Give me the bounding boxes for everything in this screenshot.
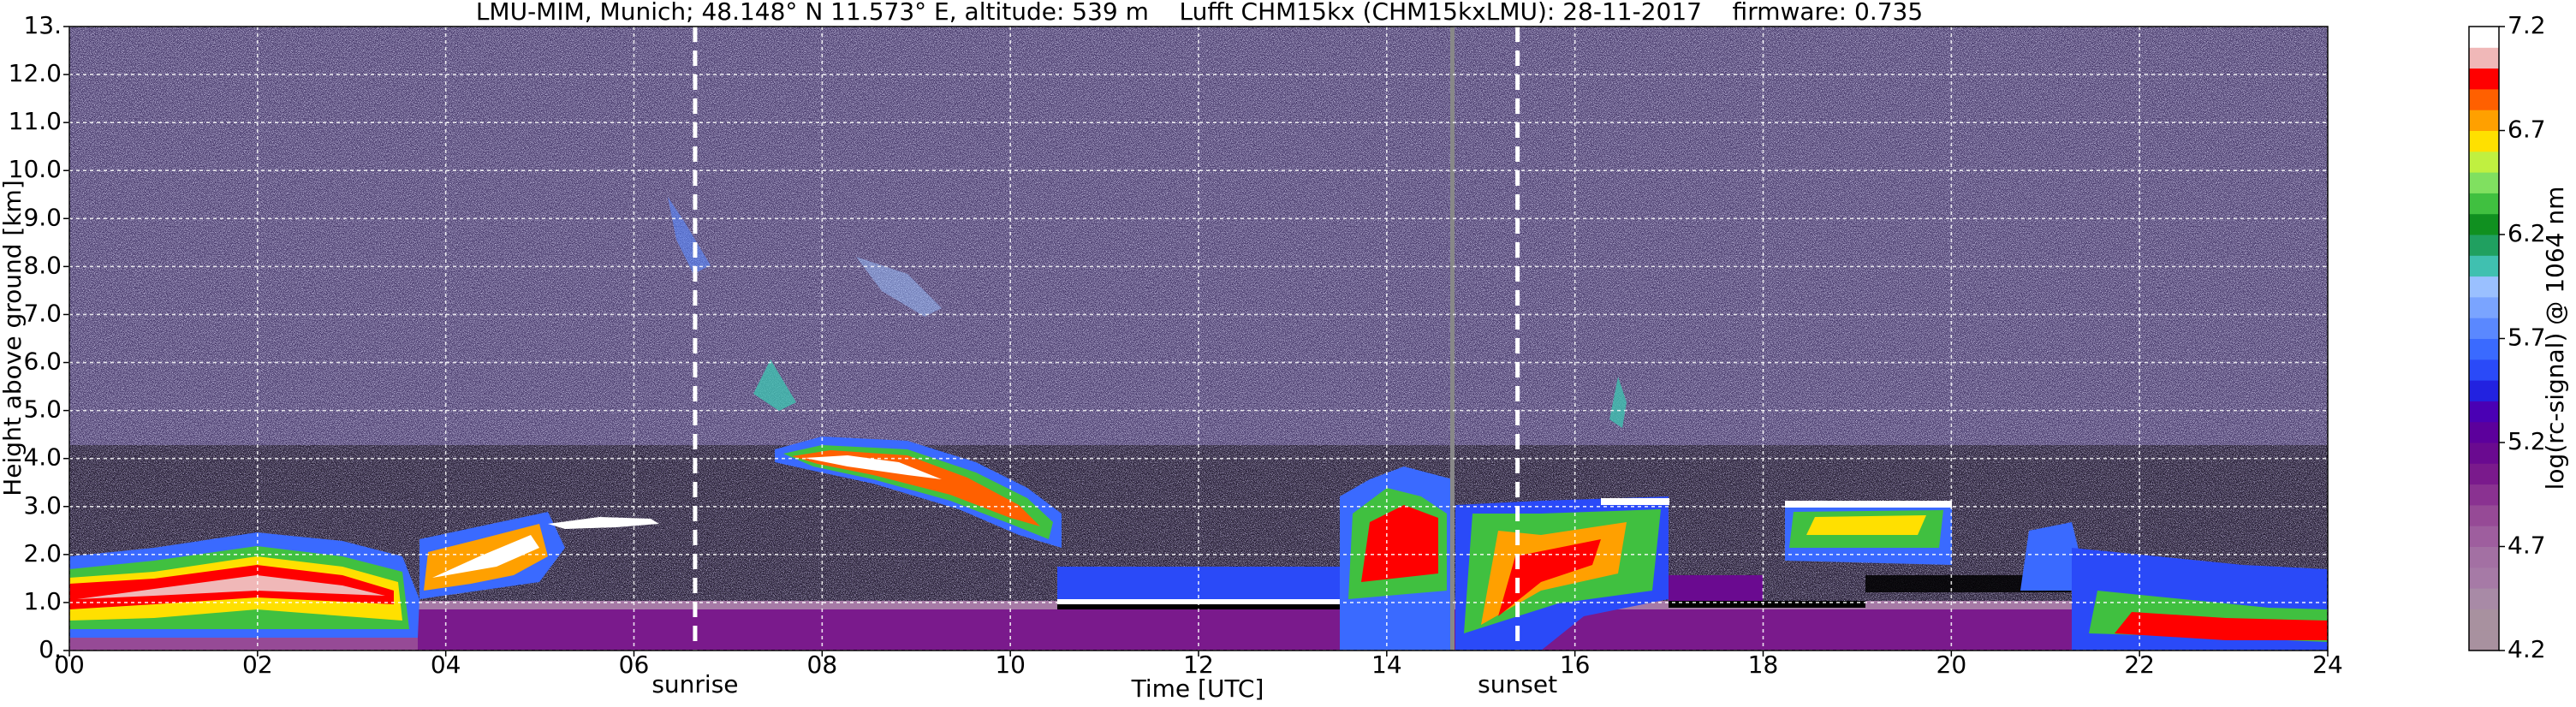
colorbar-segment — [2469, 338, 2499, 360]
colorbar-segment — [2469, 255, 2499, 277]
virga — [1609, 377, 1627, 428]
cloud-layer — [805, 455, 942, 479]
aerosol-layer — [77, 575, 385, 599]
colorbar-segment — [2469, 588, 2499, 609]
virga — [856, 257, 942, 317]
colorbar-tick-label: 4.2 — [2508, 635, 2546, 663]
y-tick-label: 6.0 — [23, 348, 62, 376]
colorbar-tick-label: 4.7 — [2508, 532, 2546, 560]
colorbar-segment — [2469, 193, 2499, 215]
colorbar-tick-label: 5.2 — [2508, 427, 2546, 455]
virga — [668, 197, 711, 274]
y-tick-label: 2.0 — [23, 539, 62, 567]
colorbar-segment — [2469, 463, 2499, 485]
colorbar-segment — [2469, 567, 2499, 589]
x-tick-label: 06 — [619, 651, 650, 679]
colorbar-segment — [2469, 47, 2499, 69]
x-axis-label: Time [UTC] — [1131, 674, 1264, 703]
y-tick-label: 11.0 — [9, 107, 62, 135]
y-tick-label: 12.0 — [9, 59, 62, 87]
colorbar-segment — [2469, 318, 2499, 339]
x-tick-label: 12 — [1183, 651, 1214, 679]
colorbar-segment — [2469, 27, 2499, 48]
chart-title: LMU-MIM, Munich; 48.148° N 11.573° E, al… — [476, 0, 1923, 26]
colorbar-tick-label: 5.7 — [2508, 324, 2546, 352]
colorbar-segment — [2469, 380, 2499, 401]
x-tick-label: 22 — [2124, 651, 2155, 679]
colorbar-segment — [2469, 421, 2499, 443]
colorbar-segment — [2469, 235, 2499, 256]
x-tick-label: 04 — [431, 651, 461, 679]
y-tick-label: 0. — [39, 635, 62, 663]
colorbar-segment — [2469, 443, 2499, 464]
y-tick-label: 3.0 — [23, 491, 62, 520]
x-tick-label: 18 — [1748, 651, 1779, 679]
y-tick-label: 5.0 — [23, 395, 62, 424]
colorbar-segment — [2469, 526, 2499, 547]
colorbar-segment — [2469, 110, 2499, 131]
colorbar-tick-label: 6.7 — [2508, 116, 2546, 144]
x-tick-label: 02 — [242, 651, 273, 679]
colorbar-segment — [2469, 68, 2499, 90]
cloud-layer — [1057, 604, 1451, 609]
x-tick-label: 08 — [807, 651, 838, 679]
aerosol-layer — [1361, 505, 1438, 582]
x-tick-label: 14 — [1371, 651, 1402, 679]
colorbar-segment — [2469, 359, 2499, 381]
cloud-layer — [1865, 575, 2071, 592]
y-tick-label: 8.0 — [23, 251, 62, 279]
colorbar-segment — [2469, 504, 2499, 526]
cloud-layer — [1601, 498, 1669, 505]
colorbar-segment — [2469, 484, 2499, 506]
annotation-label: sunset — [1478, 670, 1557, 698]
aerosol-layer — [1669, 575, 1763, 601]
cloud-layer — [792, 450, 1040, 526]
colorbar-tick-label: 6.2 — [2508, 219, 2546, 247]
x-tick-label: 00 — [54, 651, 85, 679]
cloud-layer — [1669, 601, 1865, 608]
y-tick-label: 13. — [23, 11, 62, 39]
colorbar-segment — [2469, 296, 2499, 318]
y-tick-label: 1.0 — [23, 587, 62, 615]
colorbar-segment — [2469, 546, 2499, 568]
colorbar-segment — [2469, 130, 2499, 152]
x-tick-label: 10 — [995, 651, 1026, 679]
aerosol-layer — [1498, 539, 1601, 616]
x-tick-label: 24 — [2312, 651, 2343, 679]
annotation-label: sunrise — [651, 670, 738, 698]
aerosol-layer — [1806, 515, 1926, 535]
colorbar-label: log(rc-signal) @ 1064 nm — [2541, 187, 2569, 490]
cloud-layer — [548, 517, 659, 529]
colorbar-segment — [2469, 629, 2499, 651]
x-tick-label: 16 — [1560, 651, 1591, 679]
colorbar-segment — [2469, 276, 2499, 298]
y-tick-label: 9.0 — [23, 203, 62, 231]
colorbar-segment — [2469, 401, 2499, 423]
cloud-layer — [1785, 501, 1952, 508]
aerosol-layer — [432, 535, 539, 578]
colorbar-segment — [2469, 609, 2499, 631]
y-axis-label: Height above ground [km] — [0, 180, 27, 496]
axes: 0. 1.0 2.0 3.0 4.0 5.0 6.0 7.0 8.0 9.0 10.0 11.0 12.… — [9, 11, 2546, 698]
virga — [753, 359, 796, 411]
x-tick-label: 20 — [1936, 651, 1967, 679]
aerosol-layer — [2115, 612, 2328, 640]
plot-frame — [68, 26, 2329, 651]
data-gap — [1450, 27, 1455, 651]
colorbar-tick-label: 7.2 — [2508, 11, 2546, 39]
colorbar-segment — [2469, 88, 2499, 110]
y-tick-label: 4.0 — [23, 443, 62, 472]
colorbar-segment — [2469, 172, 2499, 193]
colorbar-segment — [2469, 213, 2499, 235]
y-tick-label: 7.0 — [23, 299, 62, 327]
y-tick-label: 10.0 — [9, 155, 62, 183]
colorbar-segment — [2469, 151, 2499, 173]
